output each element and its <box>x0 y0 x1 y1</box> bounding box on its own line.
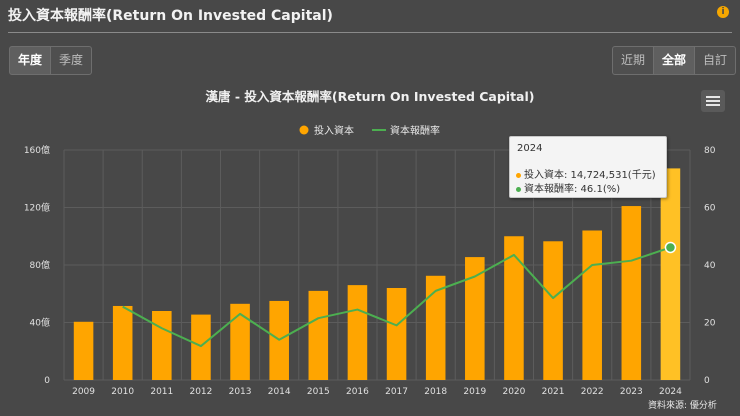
x-tick-label: 2012 <box>189 387 212 397</box>
custom-range-button[interactable]: 自訂 <box>694 46 737 75</box>
bar-2024 <box>660 168 681 380</box>
legend-line-label[interactable]: 資本報酬率 <box>390 124 440 137</box>
x-tick-label: 2021 <box>542 387 565 397</box>
tooltip-bar-value: 投入資本: 14,724,531(千元) <box>524 170 656 181</box>
chart-tooltip: 2024 投入資本: 14,724,531(千元) 資本報酬率: 46.1(%) <box>509 136 667 198</box>
x-tick-label: 2020 <box>502 387 525 397</box>
page-title: 投入資本報酬率(Return On Invested Capital) <box>8 8 333 24</box>
annual-button[interactable]: 年度 <box>9 46 52 75</box>
y-right-tick-label: 60 <box>704 204 716 214</box>
x-tick-label: 2013 <box>229 387 252 397</box>
header-divider <box>8 32 732 33</box>
bar-2019 <box>465 257 485 380</box>
x-tick-label: 2015 <box>307 387 330 397</box>
bar-2010 <box>112 305 133 380</box>
bar-2022 <box>582 230 602 380</box>
data-source: 資料來源: 優分析 <box>648 401 717 411</box>
y-left-tick-label: 40億 <box>30 317 50 329</box>
y-left-tick-label: 160億 <box>24 144 50 156</box>
bar-2013 <box>230 303 250 380</box>
roic-line <box>122 246 671 348</box>
x-tick-label: 2009 <box>72 387 95 397</box>
y-left-tick-label: 0 <box>44 376 50 386</box>
x-tick-label: 2019 <box>463 387 486 397</box>
x-tick-label: 2010 <box>111 387 134 397</box>
info-icon[interactable]: i <box>717 6 729 18</box>
y-left-tick-label: 120億 <box>24 202 50 214</box>
range-toggle: 近期 全部 自訂 <box>612 46 737 75</box>
bar-2012 <box>191 314 211 380</box>
y-right-tick-label: 0 <box>704 376 710 386</box>
x-tick-label: 2016 <box>346 387 369 397</box>
bar-2017 <box>386 288 407 380</box>
x-tick-label: 2024 <box>659 387 682 397</box>
x-tick-label: 2022 <box>581 387 604 397</box>
tooltip-line-row: 資本報酬率: 46.1(%) <box>516 180 620 195</box>
tooltip-bar-row: 投入資本: 14,724,531(千元) <box>516 166 656 181</box>
x-tick-label: 2018 <box>424 387 447 397</box>
bar-2011 <box>152 311 172 380</box>
bar-2021 <box>543 241 563 380</box>
tooltip-line-value: 資本報酬率: 46.1(%) <box>524 184 621 195</box>
all-button[interactable]: 全部 <box>653 46 696 75</box>
bar-2020 <box>504 236 524 380</box>
x-tick-label: 2014 <box>268 387 291 397</box>
roic-highlight-point <box>664 241 677 254</box>
y-right-tick-label: 80 <box>704 146 716 156</box>
x-tick-label: 2011 <box>150 387 173 397</box>
chart-title: 漢唐 - 投入資本報酬率(Return On Invested Capital) <box>206 89 535 104</box>
bar-2015 <box>308 290 329 380</box>
x-tick-label: 2017 <box>385 387 408 397</box>
tooltip-title: 2024 <box>517 143 543 154</box>
chart-menu-button[interactable] <box>701 90 725 112</box>
bar-2023 <box>621 206 642 380</box>
bar-2016 <box>347 285 368 380</box>
legend-bar-label[interactable]: 投入資本 <box>314 124 354 137</box>
bar-2009 <box>73 321 94 380</box>
y-right-tick-label: 40 <box>704 261 716 271</box>
quarterly-button[interactable]: 季度 <box>50 46 93 75</box>
bar-2018 <box>425 275 446 380</box>
period-toggle: 年度 季度 <box>9 46 93 75</box>
y-right-tick-label: 20 <box>704 319 716 329</box>
legend-bar-marker <box>299 125 309 135</box>
chart-legend: 投入資本 資本報酬率 <box>299 124 440 137</box>
y-left-tick-label: 80億 <box>30 259 50 271</box>
recent-button[interactable]: 近期 <box>612 46 655 75</box>
x-tick-label: 2023 <box>620 387 643 397</box>
roic-chart: 漢唐 - 投入資本報酬率(Return On Invested Capital)… <box>24 89 716 397</box>
